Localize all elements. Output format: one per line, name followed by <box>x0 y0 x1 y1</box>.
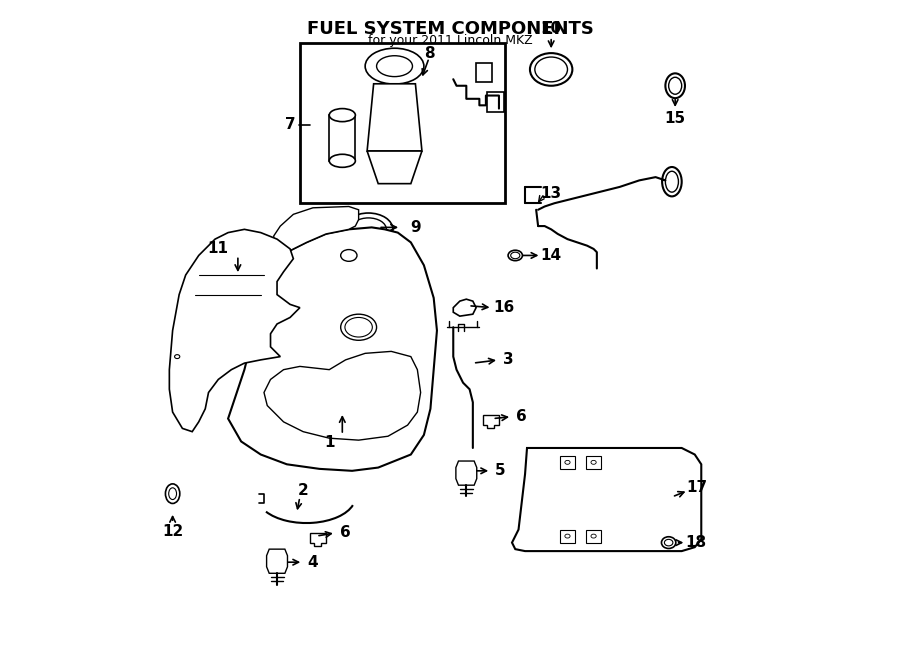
Bar <box>560 529 575 543</box>
Ellipse shape <box>664 539 673 546</box>
Text: 16: 16 <box>493 300 514 315</box>
Ellipse shape <box>591 460 596 464</box>
Ellipse shape <box>166 484 180 504</box>
Ellipse shape <box>665 171 679 192</box>
Ellipse shape <box>341 250 357 261</box>
Ellipse shape <box>535 57 568 82</box>
Polygon shape <box>169 229 300 432</box>
Text: 4: 4 <box>308 555 319 570</box>
Ellipse shape <box>510 253 520 258</box>
Ellipse shape <box>665 73 685 98</box>
Bar <box>487 93 503 112</box>
Ellipse shape <box>508 251 522 260</box>
Text: for your 2011 Lincoln MKZ: for your 2011 Lincoln MKZ <box>368 34 532 46</box>
Ellipse shape <box>662 537 676 549</box>
Bar <box>560 456 575 469</box>
Text: 1: 1 <box>324 435 335 450</box>
Ellipse shape <box>329 108 356 122</box>
Ellipse shape <box>376 56 412 77</box>
Ellipse shape <box>175 355 180 358</box>
Text: 10: 10 <box>541 21 562 36</box>
Text: 6: 6 <box>517 409 527 424</box>
Ellipse shape <box>294 368 306 377</box>
Ellipse shape <box>344 213 393 246</box>
Text: 5: 5 <box>495 463 506 479</box>
Text: 8: 8 <box>424 46 435 61</box>
Ellipse shape <box>662 167 681 196</box>
Bar <box>476 63 492 83</box>
Text: 14: 14 <box>541 248 562 263</box>
Polygon shape <box>456 461 477 485</box>
Ellipse shape <box>669 77 681 95</box>
Ellipse shape <box>345 317 373 337</box>
Polygon shape <box>228 227 436 471</box>
Text: 6: 6 <box>340 525 351 540</box>
Polygon shape <box>512 448 701 551</box>
Polygon shape <box>310 533 326 546</box>
Bar <box>300 44 506 203</box>
Polygon shape <box>266 549 287 573</box>
Polygon shape <box>367 84 422 151</box>
Text: 13: 13 <box>541 186 562 201</box>
Ellipse shape <box>565 460 570 464</box>
Text: 2: 2 <box>298 483 309 498</box>
Ellipse shape <box>329 154 356 167</box>
Ellipse shape <box>168 488 176 500</box>
Text: 11: 11 <box>208 241 229 256</box>
Polygon shape <box>454 299 476 316</box>
Bar <box>586 529 601 543</box>
Polygon shape <box>264 352 420 440</box>
Text: FUEL SYSTEM COMPONENTS: FUEL SYSTEM COMPONENTS <box>307 20 593 38</box>
Text: 15: 15 <box>664 111 686 126</box>
Text: 18: 18 <box>685 535 706 550</box>
Ellipse shape <box>591 534 596 538</box>
Bar <box>586 456 601 469</box>
Text: 9: 9 <box>410 220 421 235</box>
Polygon shape <box>482 415 499 428</box>
Polygon shape <box>274 206 358 253</box>
Ellipse shape <box>341 314 376 340</box>
Bar <box>329 115 356 161</box>
Text: 7: 7 <box>284 118 295 132</box>
Text: 17: 17 <box>686 480 707 494</box>
Ellipse shape <box>350 218 386 241</box>
Ellipse shape <box>365 48 424 84</box>
Text: 3: 3 <box>503 352 514 368</box>
Text: 12: 12 <box>162 524 184 539</box>
Ellipse shape <box>530 53 572 86</box>
Polygon shape <box>367 151 422 184</box>
Ellipse shape <box>565 534 570 538</box>
